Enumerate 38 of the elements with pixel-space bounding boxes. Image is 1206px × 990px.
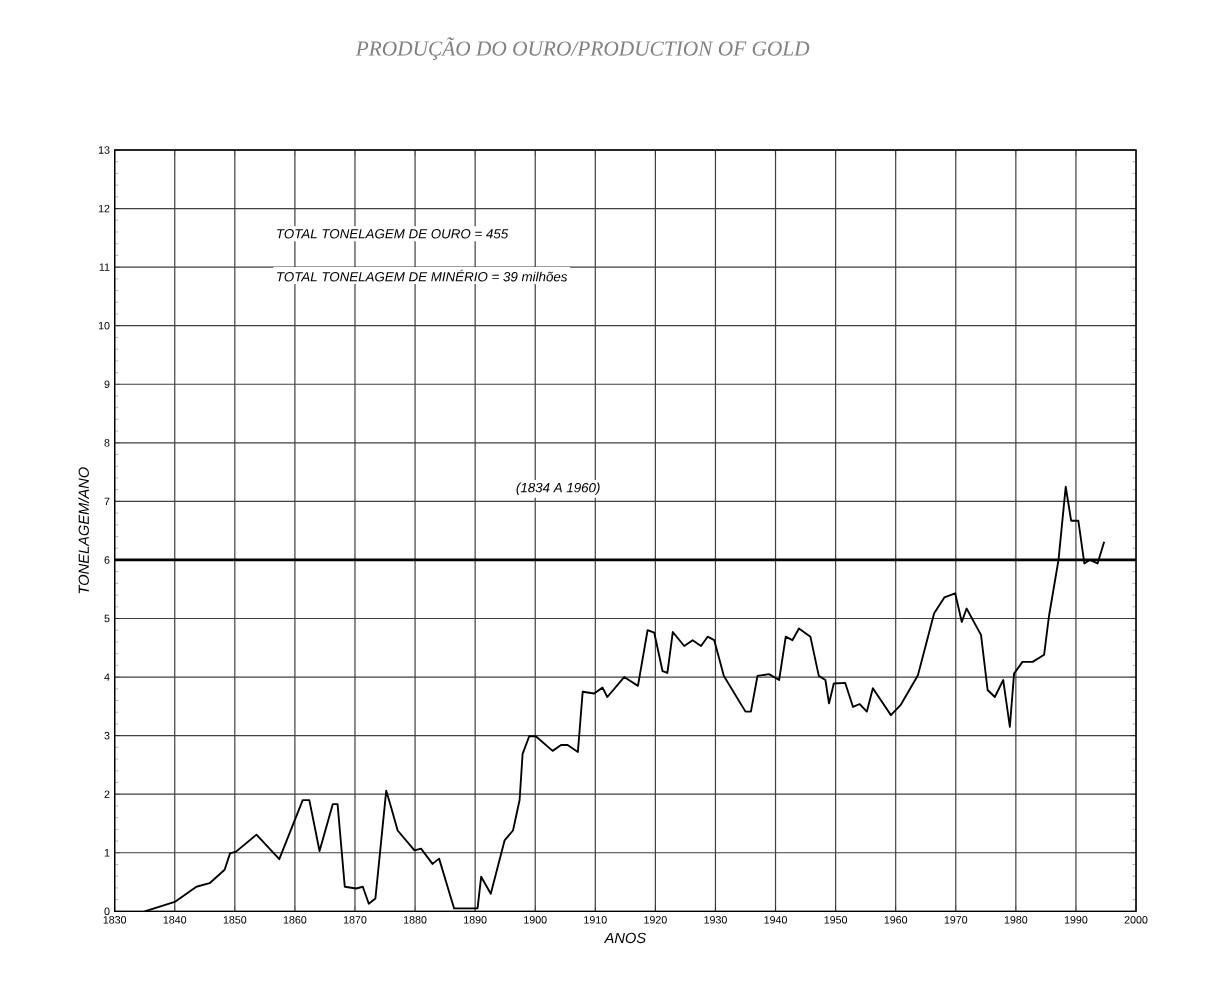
y-tick-label: 11: [99, 263, 110, 271]
y-tick-label: 2: [104, 790, 110, 798]
x-tick-label: 1900: [524, 916, 547, 924]
x-tick-label: 1980: [1004, 916, 1028, 924]
x-tick-label: 1910: [584, 916, 607, 924]
x-tick-label: 1940: [764, 916, 787, 924]
x-tick-label: 1950: [824, 916, 848, 924]
x-tick-label: 1850: [223, 916, 247, 924]
x-tick-label: 1880: [404, 916, 427, 924]
x-tick-label: 1970: [944, 916, 968, 924]
x-tick-label: 2000: [1124, 916, 1148, 924]
x-tick-label: 1860: [283, 916, 307, 924]
x-tick-label: 1920: [644, 916, 667, 924]
annotation: TOTAL TONELAGEM DE MINÉRIO = 39 milhões: [277, 269, 568, 282]
x-tick-label: 1890: [464, 916, 487, 924]
y-tick-label: 4: [104, 673, 110, 681]
x-tick-label: 1990: [1064, 916, 1088, 924]
annotation: TOTAL TONELAGEM DE OURO = 455: [277, 229, 509, 239]
y-tick-label: 1: [104, 849, 110, 857]
x-tick-label: 1830: [103, 916, 127, 924]
y-tick-label: 5: [104, 614, 110, 623]
y-tick-label: 8: [104, 439, 110, 447]
y-tick-label: 12: [98, 204, 110, 213]
y-tick-label: 13: [98, 146, 110, 154]
annotation: (1834 A 1960): [516, 482, 600, 496]
y-tick-label: 6: [104, 556, 110, 564]
y-tick-label: 3: [104, 731, 110, 740]
x-tick-label: 1960: [884, 916, 908, 924]
y-tick-label: 0: [104, 907, 110, 916]
y-tick-label: 7: [104, 497, 110, 506]
y-tick-label: 9: [104, 380, 110, 389]
y-axis-title: TONELAGEM/ANO: [78, 467, 89, 594]
x-tick-label: 1840: [163, 916, 187, 924]
y-tick-label: 10: [98, 321, 110, 330]
chart-title: PRODUÇÃO DO OURO/PRODUCTION OF GOLD: [355, 37, 810, 60]
x-tick-label: 1930: [704, 916, 727, 924]
x-tick-label: 1870: [343, 916, 367, 924]
x-axis-title: ANOS: [603, 932, 646, 944]
